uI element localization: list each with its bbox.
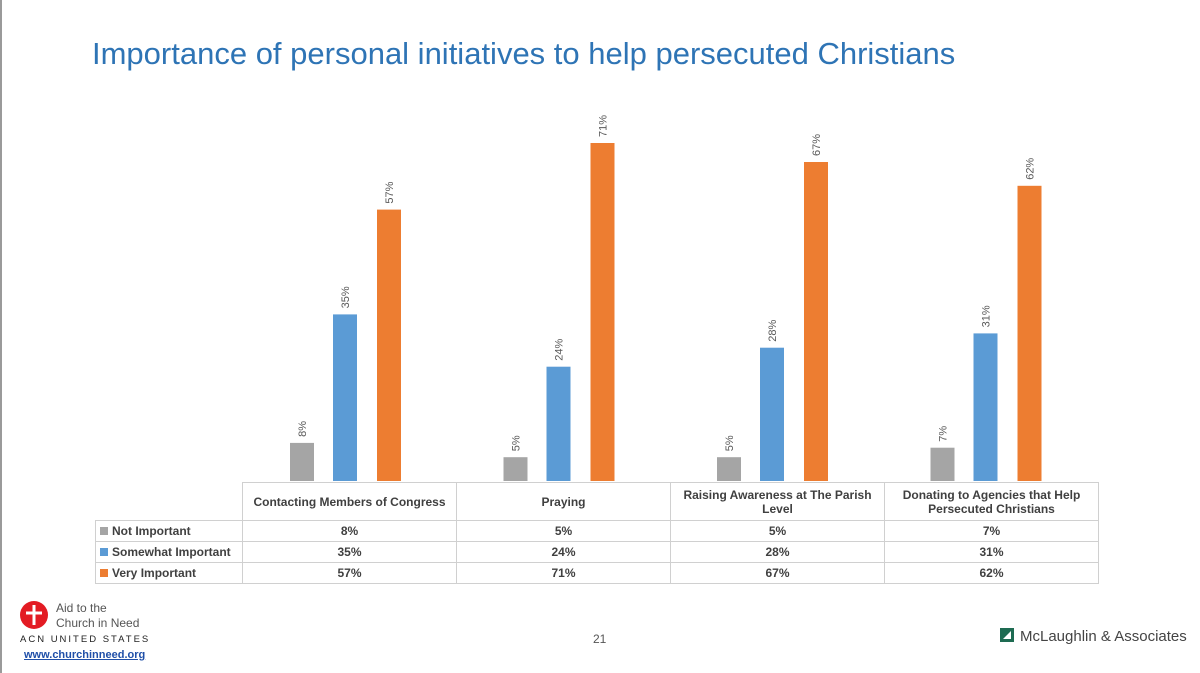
table-cell-somewhat-important-1: 24%: [456, 541, 671, 563]
data-label-not-important-0: 8%: [297, 421, 309, 437]
table-cell-not-important-3: 7%: [884, 520, 1099, 542]
data-label-not-important-3: 7%: [938, 426, 950, 442]
table-cell-not-important-1: 5%: [456, 520, 671, 542]
legend-swatch-somewhat-important: [100, 548, 108, 556]
consultant-logo: McLaughlin & Associates: [1000, 628, 1187, 645]
table-cell-very-important-3: 62%: [884, 562, 1099, 584]
bar-very-important-0: [377, 209, 401, 481]
category-header-donating: Donating to Agencies that Help Persecute…: [884, 482, 1099, 521]
mclaughlin-logo-icon: [1000, 628, 1014, 642]
data-label-not-important-2: 5%: [724, 435, 736, 451]
bar-not-important-3: [930, 447, 955, 481]
category-header-congress: Contacting Members of Congress: [242, 482, 457, 521]
legend-label-very-important: Very Important: [112, 566, 197, 580]
bar-somewhat-important-0: [333, 314, 357, 481]
legend-not-important: Not Important: [95, 520, 243, 542]
data-label-not-important-1: 5%: [511, 435, 523, 451]
bar-somewhat-important-2: [760, 347, 784, 481]
bar-somewhat-important-1: [546, 366, 571, 481]
table-cell-not-important-0: 8%: [242, 520, 457, 542]
data-table: Contacting Members of Congress Praying R…: [95, 482, 1099, 584]
bar-very-important-3: [1017, 185, 1042, 482]
acn-cross-icon: [20, 601, 48, 629]
data-label-somewhat-important-1: 24%: [554, 338, 566, 360]
left-border-rule: [0, 0, 2, 673]
legend-very-important: Very Important: [95, 562, 243, 584]
bar-not-important-1: [503, 457, 528, 481]
bar-somewhat-important-3: [973, 333, 998, 481]
data-label-somewhat-important-2: 28%: [767, 319, 779, 341]
acn-subtitle: ACN UNITED STATES: [20, 634, 151, 645]
page-number: 21: [593, 632, 607, 646]
acn-org-line2: Church in Need: [56, 616, 140, 630]
data-label-very-important-0: 57%: [384, 181, 396, 203]
data-label-very-important-3: 62%: [1025, 158, 1037, 180]
category-header-awareness: Raising Awareness at The Parish Level: [670, 482, 885, 521]
table-cell-somewhat-important-2: 28%: [670, 541, 885, 563]
table-row-somewhat-important: Somewhat Important 35% 24% 28% 31%: [95, 541, 1099, 563]
data-label-very-important-2: 67%: [811, 134, 823, 156]
bar-very-important-1: [590, 143, 615, 481]
acn-org-line1: Aid to the: [56, 601, 107, 615]
legend-somewhat-important: Somewhat Important: [95, 541, 243, 563]
bar-group: [290, 143, 1042, 482]
table-cell-very-important-2: 67%: [670, 562, 885, 584]
table-header-row: Contacting Members of Congress Praying R…: [95, 482, 1099, 521]
consultant-name: McLaughlin & Associates: [1020, 628, 1187, 645]
data-label-somewhat-important-3: 31%: [981, 305, 993, 327]
data-label-very-important-1: 71%: [598, 115, 610, 137]
table-corner-cell: [95, 482, 243, 521]
acn-org-name: Aid to the Church in Need: [56, 601, 139, 631]
bar-not-important-0: [290, 442, 314, 481]
acn-website-link[interactable]: www.churchinneed.org: [24, 649, 146, 661]
table-cell-very-important-1: 71%: [456, 562, 671, 584]
legend-label-somewhat-important: Somewhat Important: [112, 545, 231, 559]
table-cell-somewhat-important-3: 31%: [884, 541, 1099, 563]
table-cell-very-important-0: 57%: [242, 562, 457, 584]
category-header-praying: Praying: [456, 482, 671, 521]
table-row-not-important: Not Important 8% 5% 5% 7%: [95, 520, 1099, 542]
table-row-very-important: Very Important 57% 71% 67% 62%: [95, 562, 1099, 584]
data-label-group: 8% 5% 5% 7% 35% 24% 28% 31% 57% 71% 67% 62%: [297, 115, 1037, 451]
data-label-somewhat-important-0: 35%: [340, 286, 352, 308]
legend-swatch-very-important: [100, 569, 108, 577]
slide-title: Importance of personal initiatives to he…: [92, 36, 956, 71]
legend-swatch-not-important: [100, 527, 108, 535]
legend-label-not-important: Not Important: [112, 524, 191, 538]
bar-not-important-2: [717, 457, 741, 481]
table-cell-somewhat-important-0: 35%: [242, 541, 457, 563]
table-cell-not-important-2: 5%: [670, 520, 885, 542]
bar-very-important-2: [804, 162, 828, 481]
